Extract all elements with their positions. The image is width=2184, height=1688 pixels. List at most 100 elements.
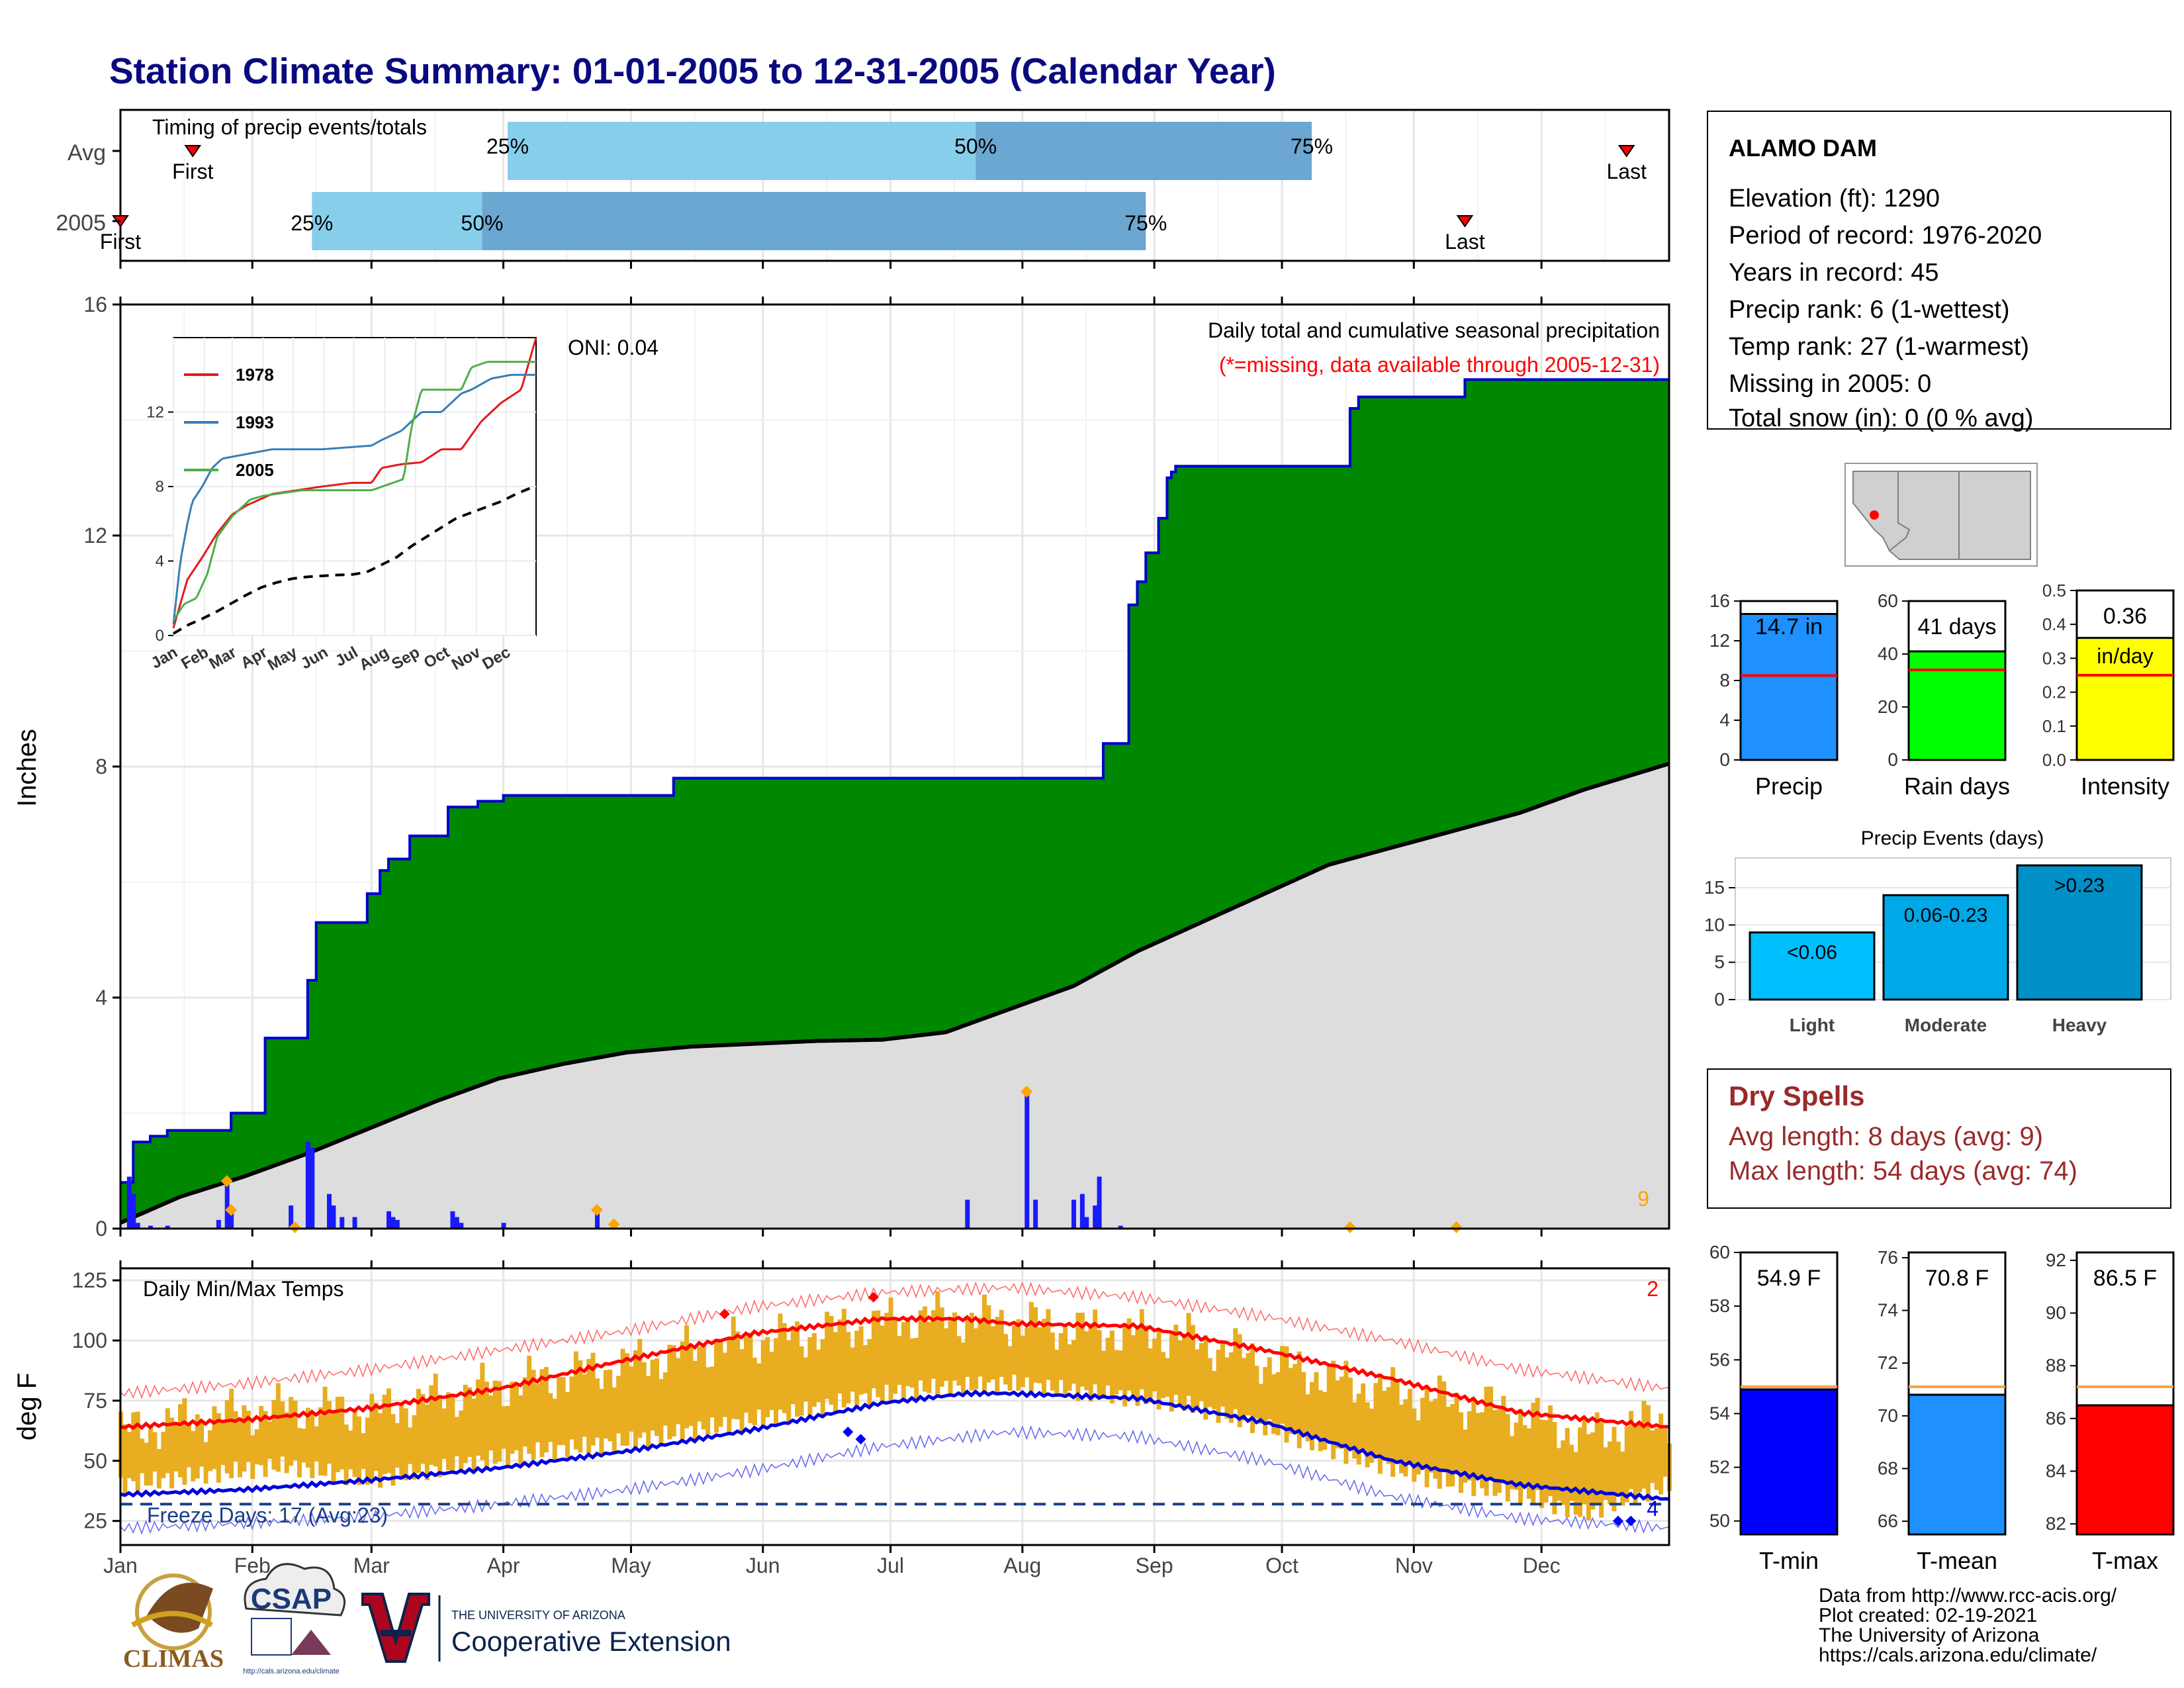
daily-temp-range-bar xyxy=(1377,1374,1383,1474)
temp-count-top: 2 xyxy=(1647,1277,1659,1301)
small-chart-y-tick-label: 0.2 xyxy=(2042,682,2066,702)
footer-line: https://cals.arizona.edu/climate/ xyxy=(1819,1644,2097,1666)
intensity-chart: 0.0 0.1 0.2 0.3 0.4 0.5 0.36 in/day Intensity xyxy=(2042,581,2175,800)
month-label: Mar xyxy=(353,1554,390,1577)
daily-temp-range-bar xyxy=(539,1369,545,1458)
station-line: Missing in 2005: 0 xyxy=(1729,370,1931,398)
daily-temp-range-bar xyxy=(1058,1333,1064,1380)
daily-temp-range-bar xyxy=(1084,1331,1089,1391)
small-chart-y-tick-label: 70 xyxy=(1878,1405,1898,1426)
page-title: Station Climate Summary: 01-01-2005 to 1… xyxy=(109,50,1276,91)
daily-temp-range-bar xyxy=(565,1391,570,1458)
daily-temp-range-bar xyxy=(459,1410,464,1473)
daily-precip-bar xyxy=(229,1211,234,1229)
daily-temp-range-bar xyxy=(722,1352,727,1417)
daily-temp-range-bar xyxy=(1492,1410,1498,1496)
last-event-label: Last xyxy=(1445,230,1485,254)
daily-temp-range-bar xyxy=(620,1348,625,1446)
month-label: Sep xyxy=(1136,1554,1173,1577)
daily-temp-range-bar xyxy=(343,1425,349,1485)
daily-temp-range-bar xyxy=(352,1411,357,1477)
daily-temp-range-bar xyxy=(816,1349,821,1403)
daily-temp-range-bar xyxy=(144,1442,149,1486)
daily-temp-range-bar xyxy=(1659,1413,1664,1495)
timing-bar-q25-q50 xyxy=(312,192,482,250)
small-chart-y-tick-label: 60 xyxy=(1878,590,1898,611)
daily-temp-range-bar xyxy=(956,1336,962,1385)
daily-temp-range-bar xyxy=(412,1415,417,1480)
daily-temp-range-bar xyxy=(850,1347,855,1392)
daily-precip-bar xyxy=(595,1211,600,1229)
daily-temp-range-bar xyxy=(501,1406,506,1449)
daily-temp-range-bar xyxy=(161,1431,166,1479)
daily-temp-range-bar xyxy=(148,1425,153,1486)
daily-temp-range-bar xyxy=(275,1383,281,1472)
daily-temp-range-bar xyxy=(608,1370,613,1442)
small-chart-y-tick-label: 0 xyxy=(1888,749,1898,770)
daily-temp-range-bar xyxy=(1543,1420,1549,1503)
daily-precip-bar xyxy=(340,1217,345,1229)
temp-record-marker xyxy=(1612,1515,1623,1526)
daily-precip-bar xyxy=(224,1182,230,1229)
daily-temp-range-bar xyxy=(1662,1429,1668,1477)
daily-temp-range-bar xyxy=(633,1350,638,1448)
daily-temp-range-bar xyxy=(246,1411,251,1462)
last-event-marker xyxy=(1617,145,1635,158)
small-chart-y-tick-label: 92 xyxy=(2046,1250,2066,1270)
daily-precip-bar xyxy=(501,1223,506,1229)
daily-temp-range-bar xyxy=(437,1396,443,1477)
normal-min-line xyxy=(120,1389,1670,1501)
first-event-marker xyxy=(184,145,202,158)
daily-temp-range-bar xyxy=(561,1377,566,1445)
record-min-line xyxy=(120,1425,1670,1535)
daily-temp-range-bar xyxy=(1629,1411,1634,1489)
daily-temp-range-bar xyxy=(1561,1440,1566,1505)
daily-temp-range-bar xyxy=(340,1396,345,1470)
daily-temp-range-bar xyxy=(1050,1332,1055,1391)
small-chart-y-tick-label: 20 xyxy=(1878,696,1898,717)
daily-temp-range-bar xyxy=(1488,1386,1493,1480)
daily-temp-range-bar xyxy=(888,1297,893,1401)
daily-temp-range-bar xyxy=(1288,1368,1293,1434)
daily-temp-range-bar xyxy=(1386,1387,1391,1464)
timing-bar-q25-q50 xyxy=(508,122,976,180)
daily-temp-range-bar xyxy=(1608,1441,1612,1505)
daily-temp-range-bar xyxy=(1510,1436,1515,1489)
daily-temp-range-bar xyxy=(786,1340,792,1423)
rain-days-chart: 0 20 40 60 41 days Rain days xyxy=(1878,590,2010,800)
month-label: Jan xyxy=(103,1554,138,1577)
daily-precip-bar xyxy=(1024,1092,1030,1229)
daily-temp-range-bar xyxy=(1556,1448,1561,1501)
daily-temp-range-bar xyxy=(178,1404,183,1477)
daily-temp-range-bar xyxy=(361,1433,366,1470)
daily-temp-range-bar xyxy=(1228,1352,1234,1423)
daily-temp-range-bar xyxy=(671,1345,676,1436)
station-info-box: ALAMO DAM Elevation (ft): 1290 Period of… xyxy=(1707,111,2171,432)
station-name: ALAMO DAM xyxy=(1729,134,1877,162)
inset-legend-label: 1993 xyxy=(236,412,274,432)
daily-temp-range-bar xyxy=(582,1374,587,1437)
daily-temp-range-bar xyxy=(990,1326,995,1380)
events-y-tick-label: 15 xyxy=(1704,877,1725,898)
freeze-days-label: Freeze Days: 17 (Avg:23) xyxy=(147,1503,388,1527)
temp-record-marker xyxy=(855,1434,866,1445)
daily-temp-range-bar xyxy=(1433,1399,1438,1479)
small-chart-y-tick-label: 90 xyxy=(2046,1303,2066,1323)
daily-precip-bar xyxy=(216,1219,221,1229)
month-label: Jul xyxy=(877,1554,904,1577)
daily-temp-range-bar xyxy=(1020,1335,1025,1387)
timing-bar-q50-q75 xyxy=(976,122,1312,180)
daily-temp-range-bar xyxy=(774,1338,778,1427)
daily-temp-range-bar xyxy=(807,1337,813,1419)
temp-record-marker xyxy=(842,1427,854,1438)
timing-q50-label: 50% xyxy=(461,211,503,235)
daily-temp-range-bar xyxy=(569,1376,574,1440)
daily-temp-range-bar xyxy=(701,1344,706,1430)
daily-max-marker xyxy=(220,1175,233,1188)
daily-precip-bar xyxy=(289,1205,294,1229)
daily-temp-range-bar xyxy=(1301,1372,1306,1433)
small-chart-y-tick-label: 4 xyxy=(1719,710,1730,730)
daily-precip-bar xyxy=(1033,1199,1038,1229)
daily-temp-range-bar xyxy=(960,1342,966,1395)
events-title: Precip Events (days) xyxy=(1861,827,2044,849)
